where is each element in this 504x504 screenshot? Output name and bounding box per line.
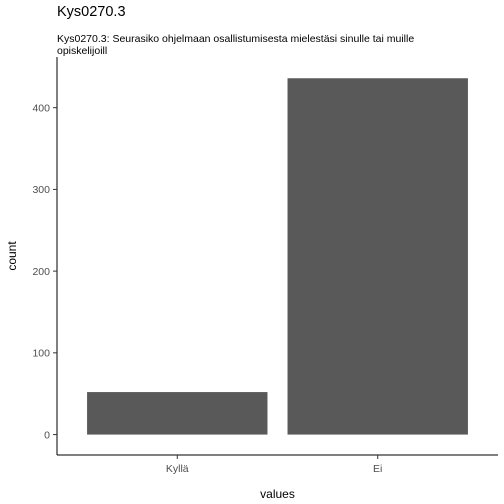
bars-group	[87, 78, 468, 435]
chart-title: Kys0270.3	[57, 4, 126, 20]
x-tick-label: Ei	[373, 463, 382, 475]
y-tick-label: 300	[32, 184, 50, 196]
y-tick-label: 0	[44, 429, 50, 441]
x-axis-title: values	[260, 487, 295, 501]
y-tick-label: 400	[32, 102, 50, 114]
bar-2	[287, 78, 468, 435]
bar-1	[87, 392, 268, 435]
y-tick-label: 100	[32, 348, 50, 360]
y-axis-ticks: 0 100 200 300 400	[32, 102, 57, 441]
y-tick-label: 200	[32, 266, 50, 278]
x-tick-label: Kyllä	[166, 463, 189, 475]
x-axis-ticks: Kyllä Ei	[166, 455, 382, 475]
y-axis-title: count	[5, 241, 19, 271]
chart-subtitle: Kys0270.3: Seurasiko ohjelmaan osallistu…	[57, 33, 415, 57]
